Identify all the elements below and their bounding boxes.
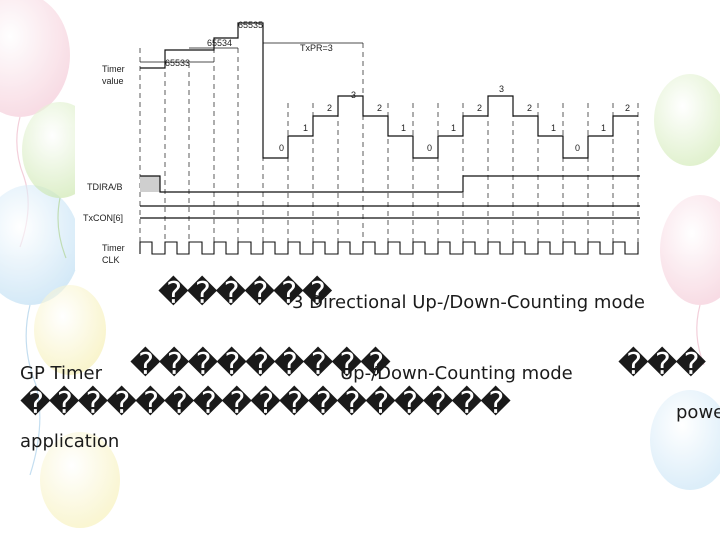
balloon-green-right [654,74,720,166]
annotation-65535: 65535 [238,20,263,30]
count-2-c: 2 [477,103,482,113]
timer-clk-label-line1: Timer [102,243,125,253]
line1-prefix: GP Timer [20,363,102,384]
count-labels: 0 1 2 3 2 1 0 1 2 3 2 1 0 1 2 [279,84,630,153]
count-0-b: 0 [427,143,432,153]
timer-value-label-line1: Timer [102,64,125,74]
txcon-label: TxCON[6] [83,213,123,223]
count-1-d: 1 [551,123,556,133]
timing-diagram: Timer value TDIRA/B TxCON[6] Timer CLK 6… [75,8,650,270]
count-1-b: 1 [401,123,406,133]
count-3-b: 3 [499,84,504,94]
tdir-waveform [140,175,640,193]
count-1-e: 1 [601,123,606,133]
count-3-a: 3 [351,90,356,100]
count-1-a: 1 [303,123,308,133]
timer-clk-label-line2: CLK [102,255,120,265]
balloon-yellow-bottom [40,432,120,528]
count-2-d: 2 [527,103,532,113]
annotation-65534: 65534 [207,38,232,48]
line2-tail: powe [676,402,720,423]
count-2-e: 2 [625,103,630,113]
count-2-a: 2 [327,103,332,113]
balloon-pink-right [660,195,720,366]
count-0-a: 0 [279,143,284,153]
balloon-blue-right [650,390,720,490]
count-2-b: 2 [377,103,382,113]
timer-clk-waveform [139,241,639,255]
tdir-label: TDIRA/B [87,182,123,192]
timer-value-waveform [140,22,638,159]
line3-text: application [20,431,120,452]
count-1-c: 1 [451,123,456,133]
annotation-txpr: TxPR=3 [300,43,333,53]
line1-text: Up-/Down-Counting mode [340,363,573,384]
line2-garbled-text: ����������������� [20,386,511,421]
caption-garbled-text: ������ [158,276,333,311]
count-annotations [140,42,363,63]
count-0-c: 0 [575,143,580,153]
balloon-blue-left [0,185,80,476]
txcon-waveform [140,205,640,219]
line1-garbled-text: ��������� [130,347,391,382]
annotation-65533: 65533 [165,58,190,68]
timer-value-label-line2: value [102,76,124,86]
line1-garbled-tail: ��� [618,347,706,382]
balloon-yellow-left [34,285,106,375]
caption-text: 3 Directional Up-/Down-Counting mode [292,292,645,313]
